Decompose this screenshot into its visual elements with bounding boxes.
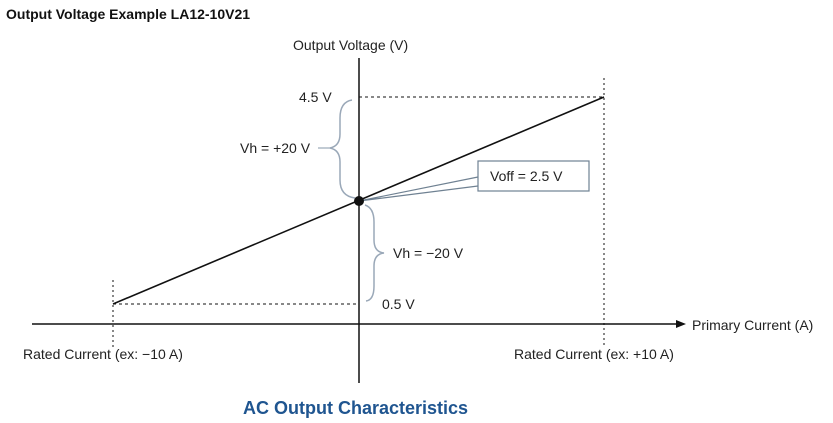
rated-current-pos-label: Rated Current (ex: +10 A) [514,346,674,362]
voff-label: Voff = 2.5 V [490,168,563,184]
rated-current-neg-label: Rated Current (ex: −10 A) [23,346,183,362]
v-max-label: 4.5 V [299,89,332,105]
x-axis-arrow-icon [676,320,686,328]
voff-callout-pointer [358,176,479,202]
diagram-title: Output Voltage Example LA12-10V21 [6,6,251,22]
x-axis-label: Primary Current (A) [692,317,814,333]
vh-pos-label: Vh = +20 V [240,140,311,156]
bracket-vh-neg [364,204,385,302]
offset-point [354,196,364,206]
vh-neg-label: Vh = −20 V [393,245,464,261]
voff-callout-box [477,160,590,192]
caption: AC Output Characteristics [243,398,469,418]
v-min-label: 0.5 V [382,296,415,312]
bracket-vh-pos [329,99,356,199]
y-axis-label: Output Voltage (V) [293,37,409,53]
